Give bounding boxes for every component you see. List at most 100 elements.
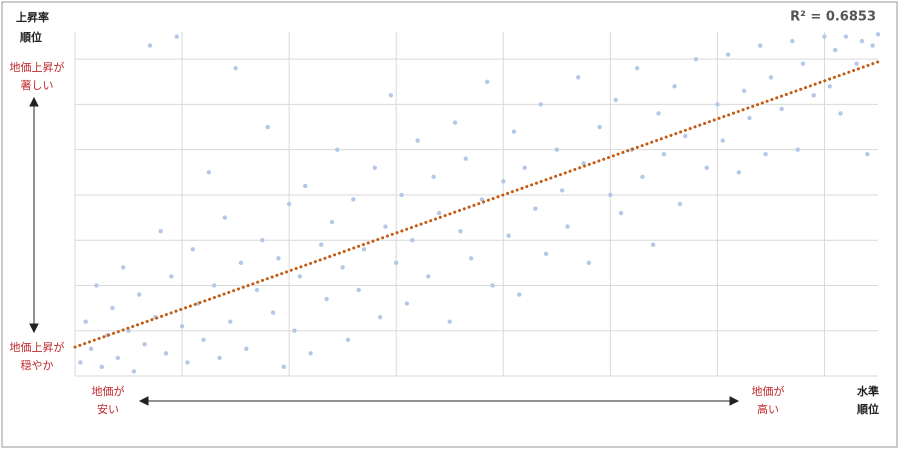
point (859, 38, 865, 44)
point (538, 102, 543, 107)
point (725, 52, 731, 57)
point (511, 129, 517, 134)
point (324, 296, 329, 302)
point (463, 156, 468, 161)
point (83, 319, 88, 324)
point (811, 93, 816, 98)
point (533, 206, 538, 211)
point (404, 301, 410, 306)
point (677, 201, 683, 207)
point (559, 188, 565, 193)
point (608, 192, 613, 198)
point (131, 369, 137, 374)
point (351, 197, 356, 202)
point (340, 265, 345, 270)
point (656, 111, 661, 116)
annotation: 地価が (752, 384, 785, 398)
point (319, 242, 324, 247)
point (650, 242, 656, 247)
point (228, 319, 233, 324)
point (377, 314, 383, 320)
point (281, 364, 286, 370)
x-axis-label: 順位 (857, 402, 879, 416)
point (613, 97, 618, 103)
point (468, 256, 474, 261)
point (163, 351, 169, 356)
point (238, 260, 244, 266)
point (302, 183, 308, 189)
point (506, 233, 511, 238)
point (447, 319, 452, 324)
point (661, 152, 667, 157)
point (490, 283, 495, 288)
point (361, 247, 367, 252)
point (576, 75, 581, 80)
point (618, 210, 624, 216)
annotation: 地価上昇が (10, 340, 65, 354)
point (720, 138, 725, 143)
point (99, 364, 104, 370)
point (254, 287, 260, 293)
point (768, 75, 774, 80)
point (174, 34, 179, 39)
point (747, 115, 752, 121)
point (865, 152, 870, 157)
point (843, 34, 849, 39)
point (458, 228, 463, 234)
point (715, 102, 720, 107)
point (795, 147, 800, 152)
point (832, 47, 838, 53)
point (345, 337, 351, 342)
point (142, 342, 147, 347)
point (875, 32, 881, 37)
point (222, 215, 228, 220)
point (736, 170, 742, 175)
point (388, 93, 394, 98)
point (758, 43, 763, 48)
point (372, 165, 377, 170)
point (426, 274, 431, 279)
point (693, 56, 699, 62)
point (335, 147, 340, 152)
point (308, 351, 313, 356)
point (779, 106, 784, 112)
r-squared: R² = 0.6853 (790, 10, 876, 25)
annotation: 著しい (21, 78, 54, 92)
point (672, 84, 677, 89)
point (790, 38, 795, 44)
point (741, 88, 747, 94)
y-axis-label: 上昇率 (16, 10, 49, 24)
point (870, 43, 875, 48)
point (415, 138, 420, 143)
point (297, 274, 303, 279)
point (543, 251, 549, 256)
point (270, 310, 276, 315)
point (185, 360, 190, 365)
point (276, 256, 281, 261)
point (431, 174, 436, 180)
point (522, 165, 527, 170)
point (78, 360, 83, 365)
point (581, 161, 586, 166)
point (517, 292, 522, 297)
point (410, 238, 415, 243)
point (292, 328, 297, 333)
point (854, 61, 859, 66)
point (260, 238, 265, 243)
point (565, 224, 570, 229)
point (211, 283, 217, 288)
annotation: 地価が (92, 384, 125, 398)
annotation: 高い (757, 402, 779, 416)
point (485, 79, 490, 84)
point (383, 224, 388, 229)
point (201, 337, 206, 342)
point (838, 111, 843, 116)
point (115, 355, 121, 361)
point (399, 192, 404, 198)
point (586, 260, 592, 266)
point (640, 174, 645, 180)
y-axis-label: 順位 (20, 30, 42, 44)
point (827, 84, 833, 89)
point (329, 219, 335, 225)
